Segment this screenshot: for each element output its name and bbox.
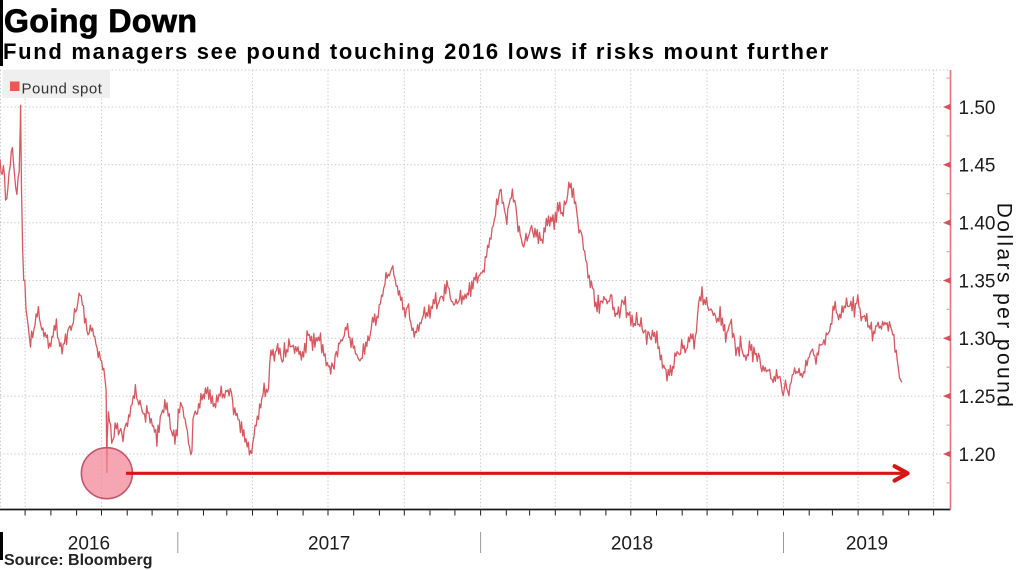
svg-text:2017: 2017 [308,534,350,555]
svg-text:2019: 2019 [846,534,888,555]
svg-text:1.45: 1.45 [959,156,996,177]
svg-text:Dollars per pound: Dollars per pound [993,203,1016,410]
svg-text:1.40: 1.40 [959,214,996,235]
svg-text:1.30: 1.30 [959,329,996,350]
svg-text:1.35: 1.35 [959,271,996,292]
svg-text:2018: 2018 [611,534,653,555]
svg-text:2016: 2016 [68,534,110,555]
svg-text:1.25: 1.25 [959,387,996,408]
svg-text:1.50: 1.50 [959,98,996,119]
svg-text:Pound spot: Pound spot [22,81,103,98]
svg-text:1.20: 1.20 [959,445,996,466]
